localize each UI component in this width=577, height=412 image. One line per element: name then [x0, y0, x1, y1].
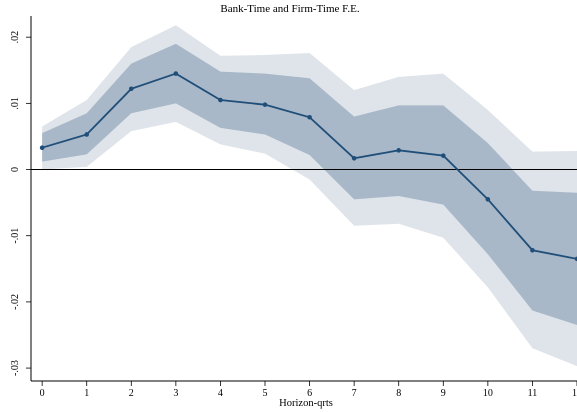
x-tick-label: 7: [352, 388, 357, 399]
x-axis-label: Horizon-qrts: [279, 398, 333, 409]
data-point: [396, 148, 402, 153]
x-tick-label: 1: [84, 388, 89, 399]
x-tick-label: 9: [441, 388, 446, 399]
data-point: [218, 97, 223, 103]
y-tick-label: .02: [10, 31, 21, 44]
data-point: [574, 256, 577, 262]
y-tick-label: 0: [10, 167, 21, 172]
y-tick-label: -.01: [10, 228, 21, 244]
data-point: [84, 132, 90, 137]
data-point: [262, 102, 268, 107]
data-point: [307, 114, 312, 120]
data-point: [39, 145, 45, 150]
confidence-band-inner: [42, 43, 577, 326]
data-point: [128, 86, 134, 92]
chart-title: Bank-Time and Firm-Time F.E.: [220, 3, 359, 15]
y-tick-label: .01: [10, 97, 21, 110]
x-tick-label: 6: [307, 388, 312, 399]
x-tick-label: 2: [129, 388, 134, 399]
axes: .02.010-.01-.02-.030123456789101112: [10, 16, 577, 399]
x-tick-label: 8: [396, 388, 401, 399]
x-tick-label: 12: [572, 388, 577, 399]
data-point: [440, 153, 446, 158]
y-tick-label: -.02: [10, 294, 21, 310]
y-tick-label: -.03: [10, 360, 21, 376]
x-tick-label: 4: [218, 388, 223, 399]
x-tick-label: 5: [263, 388, 268, 399]
data-point: [485, 197, 491, 202]
x-tick-label: 10: [483, 388, 493, 399]
x-tick-label: 0: [40, 388, 45, 399]
confidence-bands: [42, 25, 577, 367]
data-point: [173, 71, 179, 76]
data-point: [530, 247, 535, 253]
series-group: [39, 71, 577, 262]
x-tick-label: 3: [173, 388, 178, 399]
data-point: [351, 155, 357, 161]
x-tick-label: 11: [528, 388, 538, 399]
